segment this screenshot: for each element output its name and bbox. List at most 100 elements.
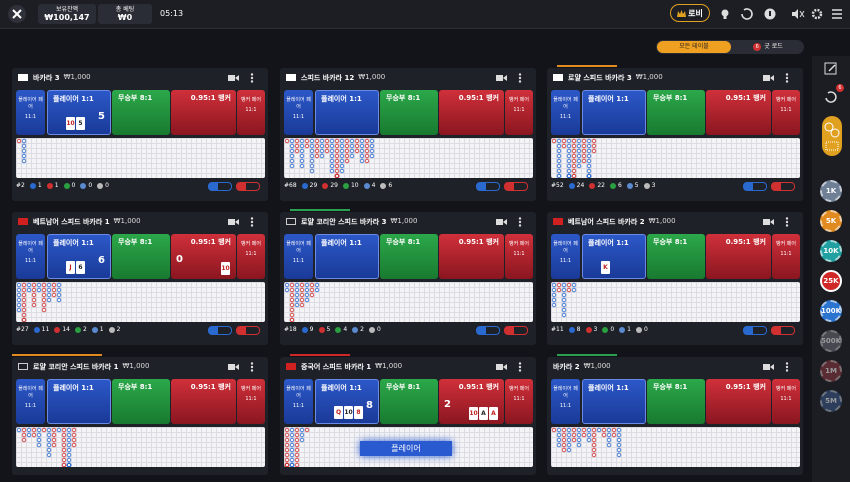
stats-row: #52 24 22 6 5 3	[551, 182, 655, 189]
player-pair-bet[interactable]: 플레이어 페어 11:1	[284, 234, 313, 279]
player-bet[interactable]: 플레이어 1:1	[582, 90, 646, 135]
tie-bet[interactable]: 무승부 8:1	[380, 90, 438, 135]
banker-bet[interactable]: 0.95:1 뱅커	[171, 90, 236, 135]
player-bet[interactable]: 플레이어 1:1	[582, 379, 646, 424]
banker-bet[interactable]: 0.95:1 뱅커 10 A A 2	[439, 379, 504, 424]
chip[interactable]: 1M	[820, 360, 842, 382]
player-bet[interactable]: 플레이어 1:1	[315, 90, 379, 135]
table-card[interactable]: 베트남어 스피드 바카라 1 ₩1,000 플레이어 페어 11:1 플레이어 1:1 J…	[12, 212, 268, 345]
player-label: 플레이어 1:1	[321, 384, 362, 392]
table-card[interactable]: 로얄 코리안 스피드 바카라 3 ₩1,000 플레이어 페어 11:1 플레이어 1:…	[280, 212, 536, 345]
stat-item: 5	[626, 182, 639, 189]
table-card[interactable]: 바카라 3 ₩1,000 플레이어 페어 11:1 플레이어 1:1 10 5 5 무승부 8:…	[12, 68, 268, 201]
table-card[interactable]: 로얄 코리안 스피드 바카라 1 ₩1,000 플레이어 페어 11:1 플레이어 1:…	[12, 357, 268, 475]
chip[interactable]: 5K	[820, 210, 842, 232]
edit-icon[interactable]	[824, 62, 838, 76]
table-icons	[228, 362, 254, 372]
banker-toggle[interactable]	[236, 182, 260, 191]
stat-dot	[97, 182, 104, 189]
player-bet[interactable]: 플레이어 1:1	[315, 234, 379, 279]
player-bet[interactable]: 플레이어 1:1 J 6 6	[47, 234, 111, 279]
min-bet: ₩1,000	[390, 217, 418, 225]
player-toggle[interactable]	[743, 182, 767, 191]
stat-item: 1	[91, 326, 104, 333]
banker-pair-bet[interactable]: 뱅커 페어 11:1	[505, 379, 533, 424]
player-bet[interactable]: 플레이어 1:1 Q 10 8 8	[315, 379, 379, 424]
banker-pair-bet[interactable]: 뱅커 페어 11:1	[772, 90, 800, 135]
close-button[interactable]	[8, 5, 26, 23]
banker-toggle[interactable]	[771, 326, 795, 335]
tie-bet[interactable]: 무승부 8:1	[647, 90, 705, 135]
tie-bet[interactable]: 무승부 8:1	[647, 234, 705, 279]
banker-pair-bet[interactable]: 뱅커 페어 11:1	[505, 234, 533, 279]
table-card[interactable]: 바카라 2 ₩1,000 플레이어 페어 11:1 플레이어 1:1 무승부 8:1 0.9…	[547, 357, 803, 475]
history-icon[interactable]	[824, 90, 838, 104]
table-card[interactable]: 로얄 스피드 바카라 3 ₩1,000 플레이어 페어 11:1 플레이어 1:1 무승부…	[547, 68, 803, 201]
player-pair-bet[interactable]: 플레이어 페어 11:1	[284, 379, 313, 424]
tie-bet[interactable]: 무승부 8:1	[112, 90, 170, 135]
chip[interactable]: 5M	[820, 390, 842, 412]
tie-bet[interactable]: 무승부 8:1	[647, 379, 705, 424]
banker-toggle[interactable]	[504, 326, 528, 335]
chip[interactable]: 500K	[820, 330, 842, 352]
player-pair-bet[interactable]: 플레이어 페어 11:1	[284, 90, 313, 135]
banker-bet[interactable]: 0.95:1 뱅커	[171, 379, 236, 424]
banker-bet[interactable]: 0.95:1 뱅커	[439, 90, 504, 135]
tie-bet[interactable]: 무승부 8:1	[380, 234, 438, 279]
table-card[interactable]: 중국어 스피드 바카라 1 ₩1,000 플레이어 페어 11:1 플레이어 1:1 Q 1…	[280, 357, 536, 475]
table-card[interactable]: 베트남어 스피드 바카라 2 ₩1,000 플레이어 페어 11:1 플레이어 1:1 K…	[547, 212, 803, 345]
filter-good-road[interactable]: 6 굿 로드	[734, 41, 802, 53]
player-bet[interactable]: 플레이어 1:1 10 5 5	[47, 90, 111, 135]
lobby-button[interactable]: 로비	[670, 4, 710, 22]
player-pair-bet[interactable]: 플레이어 페어 11:1	[551, 379, 580, 424]
banker-pair-bet[interactable]: 뱅커 페어 11:1	[505, 90, 533, 135]
player-pair-bet[interactable]: 플레이어 페어 11:1	[16, 234, 45, 279]
table-header: 바카라 3 ₩1,000	[33, 73, 91, 83]
player-toggle[interactable]	[476, 182, 500, 191]
player-label: 플레이어 1:1	[321, 239, 362, 247]
player-pair-bet[interactable]: 플레이어 페어 11:1	[16, 379, 45, 424]
stat-dot	[568, 326, 575, 333]
banker-pair-bet[interactable]: 뱅커 페어 11:1	[772, 379, 800, 424]
filter-all[interactable]: 모든 테이블	[657, 41, 731, 53]
banker-bet[interactable]: 0.95:1 뱅커 10 0	[171, 234, 236, 279]
player-toggle[interactable]	[743, 326, 767, 335]
tie-bet[interactable]: 무승부 8:1	[380, 379, 438, 424]
player-toggle[interactable]	[208, 326, 232, 335]
chip[interactable]: 25K	[820, 270, 842, 292]
result-banner: 플레이어	[360, 441, 452, 456]
player-toggle[interactable]	[208, 182, 232, 191]
banker-bet[interactable]: 0.95:1 뱅커	[706, 379, 771, 424]
banker-pair-bet[interactable]: 뱅커 페어 11:1	[772, 234, 800, 279]
chip[interactable]: 1K	[820, 180, 842, 202]
banker-bet[interactable]: 0.95:1 뱅커	[706, 90, 771, 135]
banker-toggle[interactable]	[771, 182, 795, 191]
road-beads	[284, 138, 375, 179]
table-card[interactable]: 스피드 바카라 12 ₩1,000 플레이어 페어 11:1 플레이어 1:1 무승부 8…	[280, 68, 536, 201]
stat-dot	[589, 182, 596, 189]
banker-toggle[interactable]	[504, 182, 528, 191]
banker-pair-bet[interactable]: 뱅커 페어 11:1	[237, 379, 265, 424]
chip[interactable]: 10K	[820, 240, 842, 262]
banker-bet[interactable]: 0.95:1 뱅커	[439, 234, 504, 279]
tie-bet[interactable]: 무승부 8:1	[112, 234, 170, 279]
banker-bet[interactable]: 0.95:1 뱅커	[706, 234, 771, 279]
chip[interactable]: 100K	[820, 300, 842, 322]
player-pair-bet[interactable]: 플레이어 페어 11:1	[16, 90, 45, 135]
table-name: 로얄 코리안 스피드 바카라 3	[301, 218, 387, 226]
player-toggle[interactable]	[476, 326, 500, 335]
banker-pair-bet[interactable]: 뱅커 페어 11:1	[237, 90, 265, 135]
player-label: 플레이어 1:1	[588, 384, 629, 392]
tie-bet[interactable]: 무승부 8:1	[112, 379, 170, 424]
banker-pair-bet[interactable]: 뱅커 페어 11:1	[237, 234, 265, 279]
player-bet[interactable]: 플레이어 1:1	[47, 379, 111, 424]
banker-toggle[interactable]	[236, 326, 260, 335]
road-view-icon[interactable]	[822, 116, 842, 156]
stat-count: 1	[54, 182, 59, 189]
player-pair-bet[interactable]: 플레이어 페어 11:1	[551, 90, 580, 135]
table-status-bar	[557, 354, 617, 356]
player-bet[interactable]: 플레이어 1:1 K	[582, 234, 646, 279]
stat-dot	[108, 326, 115, 333]
player-pair-bet[interactable]: 플레이어 페어 11:1	[551, 234, 580, 279]
tie-label: 무승부 8:1	[653, 383, 688, 391]
